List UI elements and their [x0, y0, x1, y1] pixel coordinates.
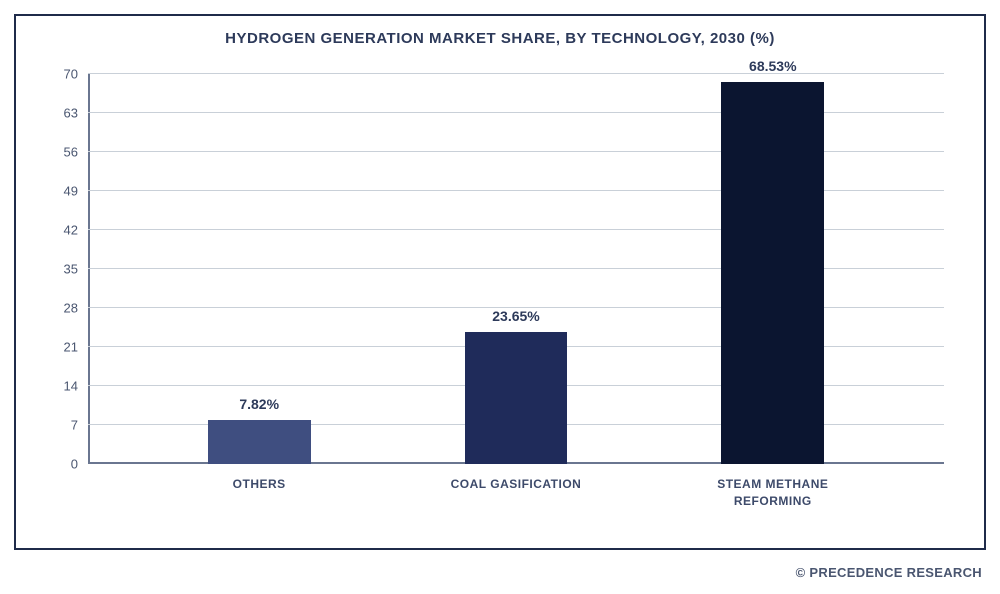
y-tick-label: 14 [38, 379, 88, 394]
y-tick-label: 0 [38, 457, 88, 472]
plot-area: 071421283542495663707.82%OTHERS23.65%COA… [88, 74, 944, 464]
y-tick-label: 35 [38, 262, 88, 277]
x-tick-label: OTHERS [169, 464, 349, 493]
y-tick-label: 56 [38, 145, 88, 160]
y-axis [88, 74, 90, 464]
y-tick-label: 42 [38, 223, 88, 238]
bar: 68.53% [721, 82, 824, 464]
x-tick-label: STEAM METHANE REFORMING [683, 464, 863, 510]
bar-value-label: 7.82% [239, 396, 279, 412]
bar: 23.65% [465, 332, 568, 464]
x-tick-label: COAL GASIFICATION [426, 464, 606, 493]
y-tick-label: 28 [38, 301, 88, 316]
bar-value-label: 23.65% [492, 308, 539, 324]
chart-container: HYDROGEN GENERATION MARKET SHARE, BY TEC… [14, 14, 986, 550]
bar-value-label: 68.53% [749, 58, 796, 74]
bar: 7.82% [208, 420, 311, 464]
y-tick-label: 49 [38, 184, 88, 199]
y-tick-label: 70 [38, 67, 88, 82]
grid-line [88, 73, 944, 74]
y-tick-label: 63 [38, 106, 88, 121]
source-credit: © PRECEDENCE RESEARCH [796, 565, 982, 580]
y-tick-label: 7 [38, 418, 88, 433]
chart-title: HYDROGEN GENERATION MARKET SHARE, BY TEC… [16, 16, 984, 53]
y-tick-label: 21 [38, 340, 88, 355]
